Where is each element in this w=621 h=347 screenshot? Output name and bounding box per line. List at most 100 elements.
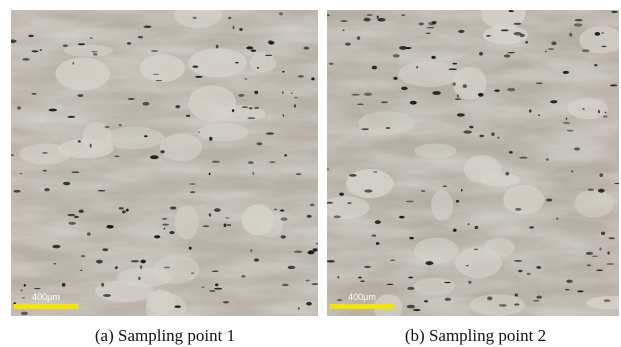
inclusion	[310, 204, 315, 207]
inclusion	[170, 206, 176, 209]
inclusion	[529, 109, 532, 112]
inclusion	[209, 290, 215, 292]
inclusion	[189, 183, 195, 184]
inclusion	[399, 216, 404, 219]
inclusion	[607, 251, 610, 254]
inclusion	[102, 248, 108, 251]
inclusion	[509, 151, 513, 153]
inclusion	[143, 26, 151, 28]
micrograph: 400μm	[327, 10, 619, 316]
inclusion	[426, 27, 434, 28]
inclusion	[140, 265, 142, 269]
inclusion	[31, 93, 36, 94]
inclusion	[17, 106, 21, 110]
inclusion	[223, 301, 229, 303]
inclusion	[63, 45, 68, 47]
inclusion	[150, 155, 159, 159]
inclusion	[574, 23, 583, 26]
inclusion	[311, 77, 314, 80]
inclusion	[536, 82, 543, 83]
grain	[160, 133, 202, 161]
inclusion	[367, 14, 373, 15]
inclusion	[566, 280, 573, 283]
scale-label: 400μm	[32, 292, 60, 302]
inclusion	[253, 172, 255, 176]
inclusion	[351, 94, 359, 96]
inclusion	[114, 156, 119, 157]
inclusion	[452, 63, 457, 65]
inclusion	[126, 209, 129, 212]
inclusion	[52, 245, 60, 249]
inclusion	[479, 52, 483, 56]
inclusion	[604, 299, 611, 302]
inclusion	[128, 98, 135, 100]
figure: {"panels": [ {"scale_bar": "400μm", "cap…	[0, 0, 621, 347]
inclusion	[203, 225, 210, 227]
inclusion	[334, 215, 341, 218]
inclusion	[340, 20, 347, 22]
inclusion	[77, 94, 83, 97]
inclusion	[216, 45, 219, 49]
inclusion	[551, 41, 556, 45]
inclusion	[432, 91, 441, 95]
inclusion	[610, 84, 617, 86]
scale-label: 400μm	[348, 292, 376, 302]
inclusion	[357, 36, 360, 40]
inclusion	[393, 54, 400, 58]
panel: 400μm	[11, 10, 318, 316]
inclusion	[563, 122, 571, 123]
inclusion	[357, 104, 364, 105]
inclusion	[457, 113, 465, 116]
inclusion	[138, 36, 143, 38]
inclusion	[407, 305, 415, 309]
inclusion	[294, 104, 296, 108]
inclusion	[408, 277, 413, 279]
grain	[55, 57, 110, 90]
inclusion	[282, 91, 284, 93]
inclusion	[186, 115, 191, 117]
inclusion	[504, 54, 511, 57]
inclusion	[563, 71, 569, 74]
grain	[503, 185, 544, 214]
inclusion	[575, 19, 583, 21]
inclusion	[306, 302, 312, 306]
inclusion	[478, 93, 484, 97]
inclusion	[421, 190, 426, 191]
grain	[574, 190, 613, 218]
inclusion	[105, 126, 110, 128]
grain	[358, 111, 414, 134]
inclusion	[474, 249, 478, 251]
inclusion	[34, 288, 41, 289]
inclusion	[209, 213, 212, 216]
inclusion	[588, 189, 595, 191]
inclusion	[377, 18, 385, 22]
inclusion	[39, 49, 41, 51]
inclusion	[138, 277, 140, 280]
caption: (a) Sampling point 1	[0, 326, 330, 346]
inclusion	[375, 220, 381, 224]
inclusion	[527, 273, 531, 276]
inclusion	[22, 297, 25, 298]
inclusion	[162, 218, 167, 220]
inclusion	[24, 284, 26, 287]
inclusion	[71, 172, 79, 173]
inclusion	[514, 303, 520, 305]
inclusion	[245, 78, 248, 79]
inclusion	[574, 147, 580, 150]
inclusion	[469, 126, 473, 129]
inclusion	[592, 256, 598, 257]
inclusion	[67, 116, 75, 118]
inclusion	[81, 255, 85, 257]
inclusion	[155, 80, 162, 81]
inclusion	[347, 202, 351, 204]
inclusion	[242, 106, 249, 107]
inclusion	[514, 23, 522, 25]
inclusion	[247, 117, 255, 119]
inclusion	[372, 234, 377, 236]
inclusion	[519, 157, 528, 159]
inclusion	[90, 144, 92, 148]
inclusion	[466, 265, 469, 267]
inclusion	[246, 46, 253, 49]
inclusion	[529, 226, 534, 228]
inclusion	[501, 29, 509, 31]
